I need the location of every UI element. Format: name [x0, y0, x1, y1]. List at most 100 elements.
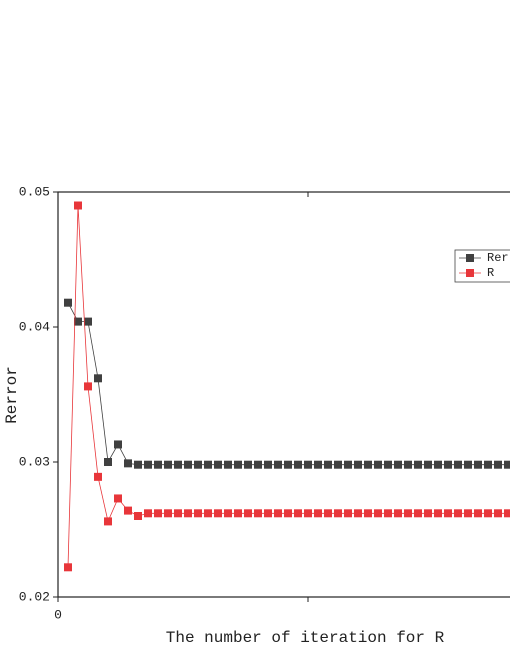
data-point — [494, 509, 502, 518]
data-point — [184, 509, 192, 518]
data-point — [124, 459, 132, 468]
x-tick-label: 0 — [54, 607, 62, 622]
data-point — [184, 460, 192, 469]
data-point — [194, 509, 202, 518]
series-line — [67, 302, 508, 466]
data-point — [444, 509, 452, 518]
data-point — [214, 509, 222, 518]
data-point — [434, 509, 442, 518]
data-point — [114, 440, 122, 449]
data-point — [244, 460, 252, 469]
data-point — [104, 517, 112, 526]
data-point — [294, 509, 302, 518]
data-point — [164, 460, 172, 469]
data-point — [94, 472, 102, 481]
data-point — [304, 460, 312, 469]
data-point — [124, 506, 132, 515]
data-point — [154, 460, 162, 469]
data-point — [414, 509, 422, 518]
data-point — [394, 460, 402, 469]
data-point — [254, 509, 262, 518]
data-point — [114, 494, 122, 503]
data-point — [144, 460, 152, 469]
data-point — [74, 317, 82, 326]
data-point — [134, 460, 142, 469]
data-point — [304, 509, 312, 518]
data-point — [504, 509, 510, 518]
data-point — [354, 509, 362, 518]
data-point — [374, 509, 382, 518]
data-point — [384, 460, 392, 469]
x-axis-title: The number of iteration for R — [166, 629, 445, 647]
data-point — [194, 460, 202, 469]
data-point — [394, 509, 402, 518]
data-point — [234, 509, 242, 518]
data-point — [264, 509, 272, 518]
data-point — [244, 509, 252, 518]
data-point — [174, 509, 182, 518]
data-point — [464, 509, 472, 518]
data-point — [164, 509, 172, 518]
data-point — [204, 509, 212, 518]
data-point — [294, 460, 302, 469]
data-point — [434, 460, 442, 469]
data-point — [334, 509, 342, 518]
data-point — [154, 509, 162, 518]
data-point — [234, 460, 242, 469]
data-point — [214, 460, 222, 469]
data-point — [344, 460, 352, 469]
data-point — [494, 460, 502, 469]
legend-label: R — [487, 266, 494, 280]
data-point — [284, 509, 292, 518]
data-point — [504, 460, 510, 469]
data-point — [334, 460, 342, 469]
data-point — [364, 509, 372, 518]
data-point — [474, 509, 482, 518]
data-point — [174, 460, 182, 469]
data-point — [144, 509, 152, 518]
data-point — [424, 509, 432, 518]
data-point — [374, 460, 382, 469]
data-point — [474, 460, 482, 469]
data-point — [454, 509, 462, 518]
data-point — [274, 460, 282, 469]
data-point — [314, 509, 322, 518]
legend-marker — [466, 254, 474, 262]
data-point — [464, 460, 472, 469]
data-point — [424, 460, 432, 469]
data-point — [224, 460, 232, 469]
y-tick-label: 0.02 — [19, 589, 50, 604]
data-point — [254, 460, 262, 469]
plot-frame — [57, 191, 510, 598]
data-point — [64, 563, 72, 572]
y-tick-label: 0.05 — [19, 184, 50, 199]
data-point — [484, 509, 492, 518]
data-point — [454, 460, 462, 469]
data-point — [404, 509, 412, 518]
data-point — [134, 512, 142, 520]
data-point — [484, 460, 492, 469]
data-point — [64, 298, 72, 307]
data-point — [344, 509, 352, 518]
data-point — [104, 458, 112, 466]
data-point — [274, 509, 282, 518]
data-point — [84, 382, 92, 391]
data-point — [74, 201, 82, 210]
data-point — [314, 460, 322, 469]
legend-label: Rerror — [487, 251, 510, 265]
data-point — [94, 374, 102, 383]
y-tick-label: 0.03 — [19, 454, 50, 469]
data-point — [284, 460, 292, 469]
data-point — [354, 460, 362, 469]
data-point — [444, 460, 452, 469]
y-tick-label: 0.04 — [19, 319, 50, 334]
data-point — [204, 460, 212, 469]
legend-box — [454, 249, 510, 283]
data-point — [414, 460, 422, 469]
legend-marker — [466, 269, 474, 277]
data-point — [224, 509, 232, 518]
data-point — [264, 460, 272, 469]
data-point — [324, 509, 332, 518]
